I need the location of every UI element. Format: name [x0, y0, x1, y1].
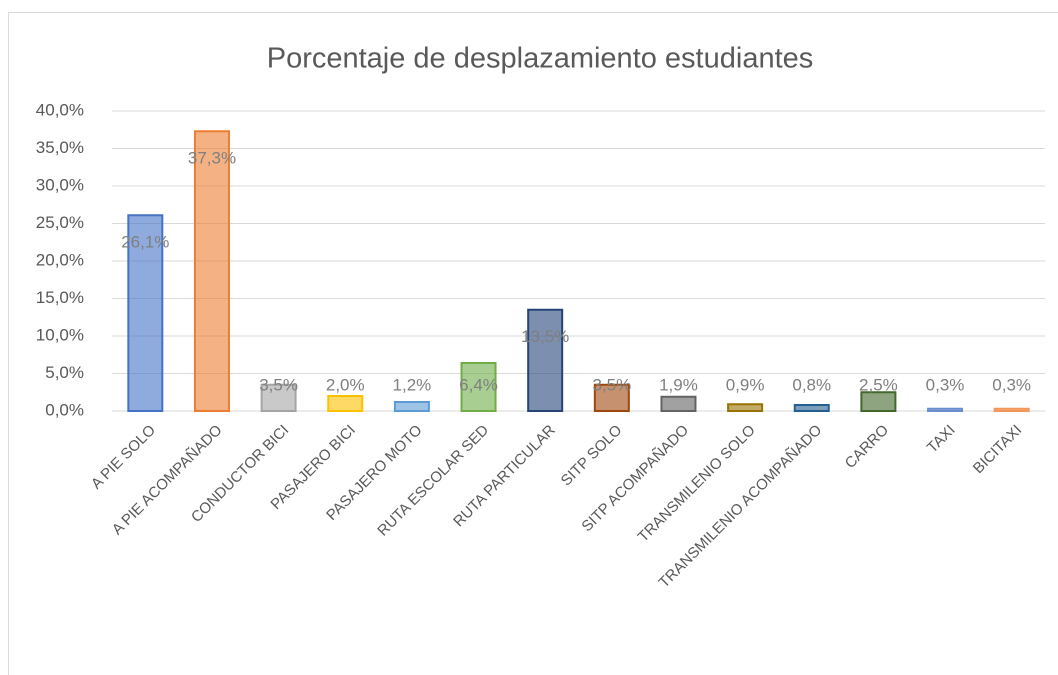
y-tick-label: 20,0%: [36, 250, 84, 269]
y-tick-label: 40,0%: [36, 100, 84, 119]
data-label: 26,1%: [121, 233, 169, 252]
bar: [593, 383, 630, 412]
data-label: 0,3%: [992, 375, 1031, 394]
y-tick-label: 25,0%: [36, 213, 84, 232]
bar: [460, 362, 497, 412]
data-label: 2,5%: [859, 375, 898, 394]
data-label: 0,3%: [926, 375, 965, 394]
y-tick-label: 30,0%: [36, 175, 84, 194]
data-label: 2,0%: [326, 375, 365, 394]
bar: [393, 401, 430, 412]
data-label: 6,4%: [459, 375, 498, 394]
bar: [193, 130, 230, 412]
data-label: 0,8%: [792, 375, 831, 394]
bar: [327, 395, 364, 412]
bar: [793, 404, 830, 412]
y-tick-label: 15,0%: [36, 288, 84, 307]
bar: [727, 403, 764, 412]
data-label: 0,9%: [726, 375, 765, 394]
data-label: 3,5%: [592, 375, 631, 394]
bar: [660, 395, 697, 412]
data-label: 37,3%: [188, 149, 236, 168]
bar: [993, 407, 1030, 412]
y-tick-label: 10,0%: [36, 325, 84, 344]
bar: [927, 407, 964, 412]
bar: [260, 383, 297, 412]
y-tick-label: 5,0%: [45, 363, 84, 382]
data-label: 13,5%: [521, 327, 569, 346]
y-tick-label: 0,0%: [45, 400, 84, 419]
bar: [860, 391, 897, 412]
bar: [127, 214, 164, 412]
data-label: 1,2%: [393, 375, 432, 394]
data-label: 1,9%: [659, 375, 698, 394]
data-label: 3,5%: [259, 375, 298, 394]
chart-title: Porcentaje de desplazamiento estudiantes: [267, 43, 814, 75]
y-tick-label: 35,0%: [36, 138, 84, 157]
bar: [527, 308, 564, 412]
